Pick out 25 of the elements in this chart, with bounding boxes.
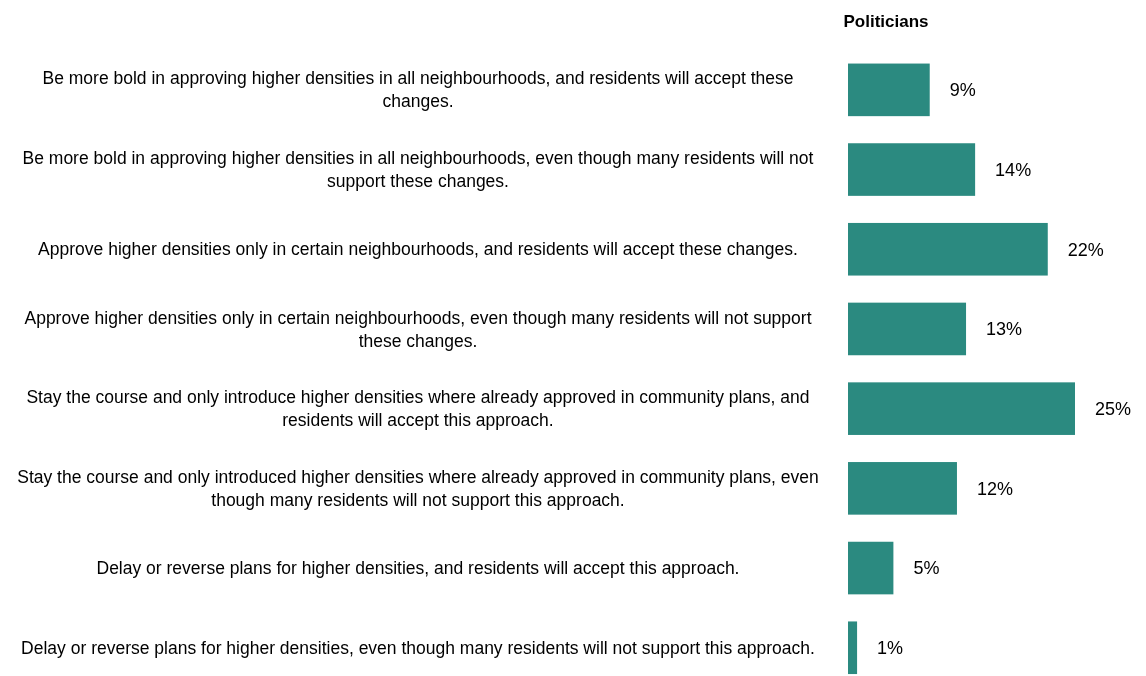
y-tick-label: Delay or reverse plans for higher densities, and residents will accept this approach. <box>96 558 740 579</box>
y-tick-label: Stay the course and only introduce higher densities where already approved in community plans, and residents will accept this approach. <box>26 387 810 431</box>
y-tick-label: Be more bold in approving higher densities in all neighbourhoods, and residents will accept these changes. <box>42 68 794 112</box>
y-tick-label: Approve higher densities only in certain neighbourhoods, and residents will accept these changes. <box>38 239 798 260</box>
data-label: 1% <box>877 638 904 659</box>
data-label: 5% <box>913 558 940 579</box>
data-label: 14% <box>995 159 1032 180</box>
bar <box>848 462 957 515</box>
bar <box>848 302 967 356</box>
data-label: 9% <box>949 80 976 101</box>
bar <box>848 382 1075 435</box>
bar <box>848 143 976 196</box>
data-label: 25% <box>1095 398 1132 419</box>
y-tick-label: Delay or reverse plans for higher densities, even though many residents will not support this approach. <box>21 637 815 658</box>
data-label: 13% <box>986 319 1023 340</box>
y-tick-label: Be more bold in approving higher densities in all neighbourhoods, even though many residents will not support these changes. <box>22 148 814 192</box>
y-tick-label: Approve higher densities only in certain neighbourhoods, even though many residents will not support these changes. <box>24 307 812 351</box>
chart-title: Politicians <box>843 12 929 31</box>
y-tick-label: Stay the course and only introduced higher densities where already approved in community plans, even though many residents will not support this approach. <box>17 466 819 510</box>
bar <box>848 541 894 595</box>
bar <box>848 621 858 675</box>
bar <box>848 222 1048 276</box>
data-label: 12% <box>976 478 1013 499</box>
data-label: 22% <box>1067 239 1104 260</box>
bar <box>848 63 930 117</box>
